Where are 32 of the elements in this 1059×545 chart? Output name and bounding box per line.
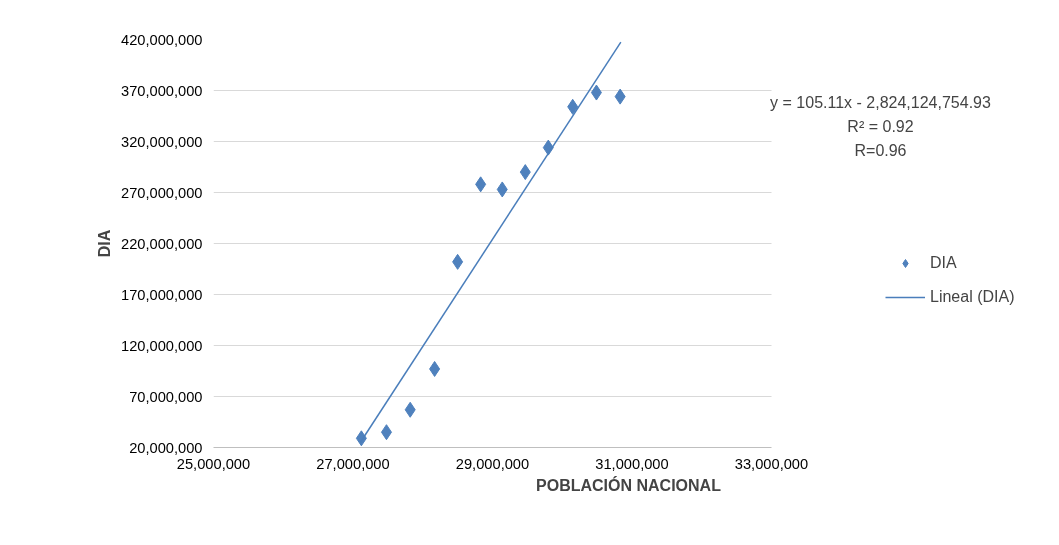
legend-label: Lineal (DIA) <box>930 288 1015 306</box>
point <box>355 430 367 447</box>
text: R² = 0.92 <box>847 117 914 135</box>
point <box>475 176 487 193</box>
annotation: y = 105.11x - 2,824,124,754.93 <box>770 93 991 111</box>
y-tick-label: 220,000,000 <box>121 235 203 252</box>
x-tick-label: 29,000,000 <box>455 455 530 472</box>
y-tick-label: 20,000,000 <box>129 439 203 456</box>
point <box>404 401 416 418</box>
point <box>429 360 441 377</box>
point <box>590 84 602 101</box>
point <box>496 181 508 198</box>
y-tick-label: 320,000,000 <box>121 133 203 150</box>
x-tick-label: 25,000,000 <box>176 455 251 472</box>
x-tick-label: 33,000,000 <box>734 455 809 472</box>
x-tick-label: 31,000,000 <box>595 455 669 472</box>
y-tick-label: 120,000,000 <box>121 337 203 354</box>
y-tick-label: 170,000,000 <box>121 286 203 303</box>
point <box>519 164 531 181</box>
y-tick-label: 370,000,000 <box>121 82 203 99</box>
point <box>380 424 392 441</box>
point <box>614 88 626 105</box>
legend-label: DIA <box>930 254 957 272</box>
y-axis-title: DIA <box>96 229 113 258</box>
x-axis-title: POBLACIÓN NACIONAL <box>536 475 722 494</box>
point <box>567 98 579 115</box>
y-tick-label: 70,000,000 <box>129 388 203 405</box>
y-tick-label: 420,000,000 <box>121 31 203 48</box>
x-tick-label: 27,000,000 <box>316 455 390 472</box>
y-tick-label: 270,000,000 <box>121 184 203 201</box>
point <box>452 253 464 270</box>
text: R=0.96 <box>854 141 907 159</box>
